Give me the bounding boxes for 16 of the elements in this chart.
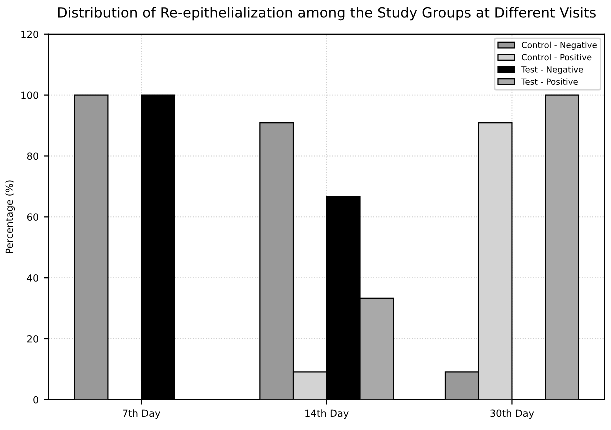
y-tick-label: 0 (34, 396, 39, 404)
legend-label: Control - Negative (522, 42, 597, 50)
y-tick-label: 20 (28, 335, 39, 343)
y-tick-label: 80 (27, 152, 39, 160)
x-tick-label: 30th Day (490, 410, 534, 420)
y-tick-label: 40 (27, 274, 39, 282)
legend-label: Test - Positive (522, 78, 578, 86)
x-tick-label: 14th Day (306, 410, 349, 420)
legend-label: Test - Negative (522, 66, 584, 74)
x-tick-label: 7th Day (123, 410, 160, 420)
chart-title: Distribution of Re-epithelialization among the Study Groups at Different Visits (58, 7, 596, 21)
y-axis-title: Percentage (%) (6, 180, 16, 254)
legend-label: Control - Positive (522, 54, 592, 61)
y-tick-label: 60 (27, 214, 39, 221)
y-tick-label: 100 (22, 92, 39, 100)
y-tick-label: 120 (22, 30, 39, 38)
